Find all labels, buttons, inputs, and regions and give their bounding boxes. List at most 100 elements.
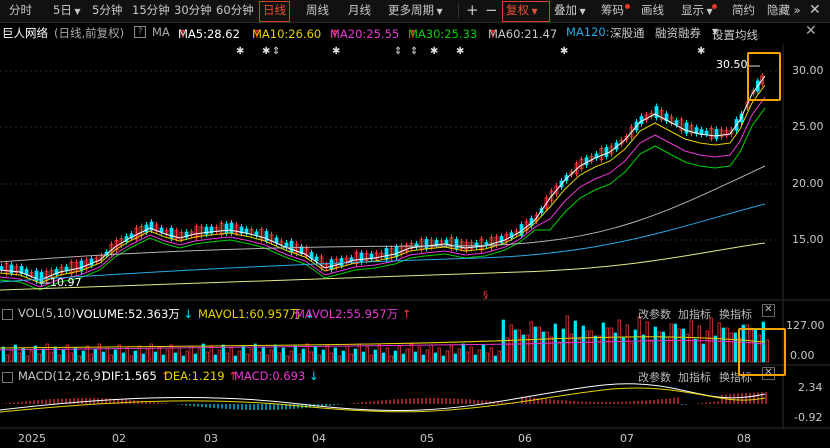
hide-button[interactable]: 隐藏 »: [764, 1, 804, 20]
vol-add-indicator-button[interactable]: 加指标: [678, 308, 711, 321]
volume-bar: [37, 353, 41, 363]
draw-line-button[interactable]: 画线: [641, 3, 664, 17]
volume-bar: [169, 344, 173, 363]
high-price-label: 30.50: [716, 58, 748, 71]
candle-body: [654, 106, 659, 118]
volume-bar: [65, 344, 69, 363]
date-axis-label: 06: [518, 432, 532, 445]
vol-swap-indicator-button[interactable]: 换指标: [719, 308, 752, 321]
candle-body: [384, 248, 389, 260]
volume-bar: [417, 346, 421, 363]
fuquan-button[interactable]: 复权 ▼: [502, 1, 550, 22]
macd-value: MACD:0.693 ↓: [234, 369, 319, 383]
tag-shenguotong[interactable]: 深股通: [610, 25, 645, 41]
candle-body: [664, 113, 669, 122]
candle-body: [219, 223, 224, 235]
candle-body: [94, 257, 99, 263]
checkbox-icon[interactable]: [2, 309, 13, 320]
volume-bar: [269, 349, 273, 363]
volume-bar: [561, 328, 565, 363]
stock-name[interactable]: 巨人网络: [2, 26, 48, 40]
candle-body: [314, 256, 319, 262]
volume-bar: [745, 324, 749, 363]
candle-body: [369, 253, 374, 260]
candle-body: [9, 264, 14, 274]
candle-body: [434, 240, 439, 246]
fuquan-label: 复权: [506, 3, 529, 17]
arrow-up-icon: ↑: [252, 27, 262, 41]
volume-bar: [469, 346, 473, 363]
period-tab-5[interactable]: 60分钟: [213, 1, 257, 20]
event-star-icon: ✱: [430, 46, 438, 57]
volume-bar: [121, 352, 125, 363]
arrow-up-icon: ↑: [330, 27, 340, 41]
volume-bar: [173, 352, 177, 363]
macd-params-button[interactable]: 改参数: [638, 371, 671, 384]
volume-bar: [753, 329, 757, 363]
period-tab-7[interactable]: 周线: [303, 1, 332, 20]
volume-bar: [93, 348, 97, 363]
candle-body: [499, 236, 504, 243]
zoom-out-button[interactable]: −: [485, 1, 498, 19]
volume-bar: [445, 350, 449, 363]
period-tab-9[interactable]: 更多周期 ▼: [385, 1, 446, 20]
simple-mode-button[interactable]: 简约: [732, 3, 755, 17]
candle-body: [639, 116, 644, 124]
candle-body: [739, 113, 744, 123]
candle-body: [674, 120, 679, 126]
help-icon[interactable]: ?: [134, 26, 146, 38]
candle-body: [599, 148, 604, 160]
candle-body: [224, 223, 229, 234]
candle-body: [159, 227, 164, 233]
arrow-down-icon: ↓: [301, 307, 315, 321]
volume-bar: [373, 349, 377, 363]
period-tab-3[interactable]: 15分钟: [129, 1, 173, 20]
chevron-down-icon: ▼: [577, 7, 586, 16]
period-tab-0[interactable]: 分时: [6, 1, 35, 20]
vol-params-button[interactable]: 改参数: [638, 308, 671, 321]
period-tab-4[interactable]: 30分钟: [171, 1, 215, 20]
candle-body: [694, 127, 699, 135]
overlay-button[interactable]: 叠加 ▼: [551, 1, 589, 20]
ma10-text: MA10:26.60: [252, 27, 322, 41]
macd-add-indicator-button[interactable]: 加指标: [678, 371, 711, 384]
volume-bar: [613, 332, 617, 363]
display-button[interactable]: 显示 ▼: [678, 1, 716, 20]
close-icon[interactable]: ✕: [762, 367, 775, 380]
chart-mode-label: (日线,前复权): [54, 26, 125, 40]
candle-body: [745, 101, 750, 109]
volume-bar: [585, 330, 589, 363]
arrow-up-icon: ↑: [408, 27, 418, 41]
volume-bar: [109, 354, 113, 363]
volume-bar: [529, 321, 533, 363]
event-star-icon: ✱: [697, 46, 705, 57]
zoom-in-button[interactable]: +: [466, 1, 479, 19]
double-chevron-right-icon: »: [790, 3, 801, 17]
period-tab-8[interactable]: 月线: [345, 1, 374, 20]
vol-axis-min: 0.00: [790, 349, 815, 362]
volume-bar: [661, 331, 665, 363]
volume-bar: [485, 352, 489, 363]
period-tab-1[interactable]: 5日 ▼: [50, 1, 84, 20]
chevron-down-icon: ▼: [712, 27, 719, 36]
volume-bar: [541, 331, 545, 363]
close-icon[interactable]: ✕: [805, 23, 817, 39]
chevron-down-icon: ▼: [704, 7, 713, 16]
close-icon[interactable]: ✕: [809, 2, 821, 18]
volume-bar: [537, 326, 541, 363]
volume-bar: [677, 328, 681, 363]
volume-bar: [621, 337, 625, 363]
close-icon[interactable]: ✕: [762, 304, 775, 317]
volume-bar: [89, 353, 93, 363]
period-tab-2[interactable]: 5分钟: [89, 1, 125, 20]
period-tab-6[interactable]: 日线: [259, 1, 290, 22]
ma20-line: [0, 96, 766, 288]
candle-body: [34, 270, 39, 282]
tag-margin-trading[interactable]: 融资融券: [655, 26, 701, 40]
chip-distribution-button[interactable]: 筹码: [601, 3, 624, 17]
candle-body: [339, 258, 344, 266]
volume-bar: [625, 324, 629, 363]
checkbox-icon[interactable]: [2, 372, 13, 383]
volume-bar: [257, 351, 261, 363]
